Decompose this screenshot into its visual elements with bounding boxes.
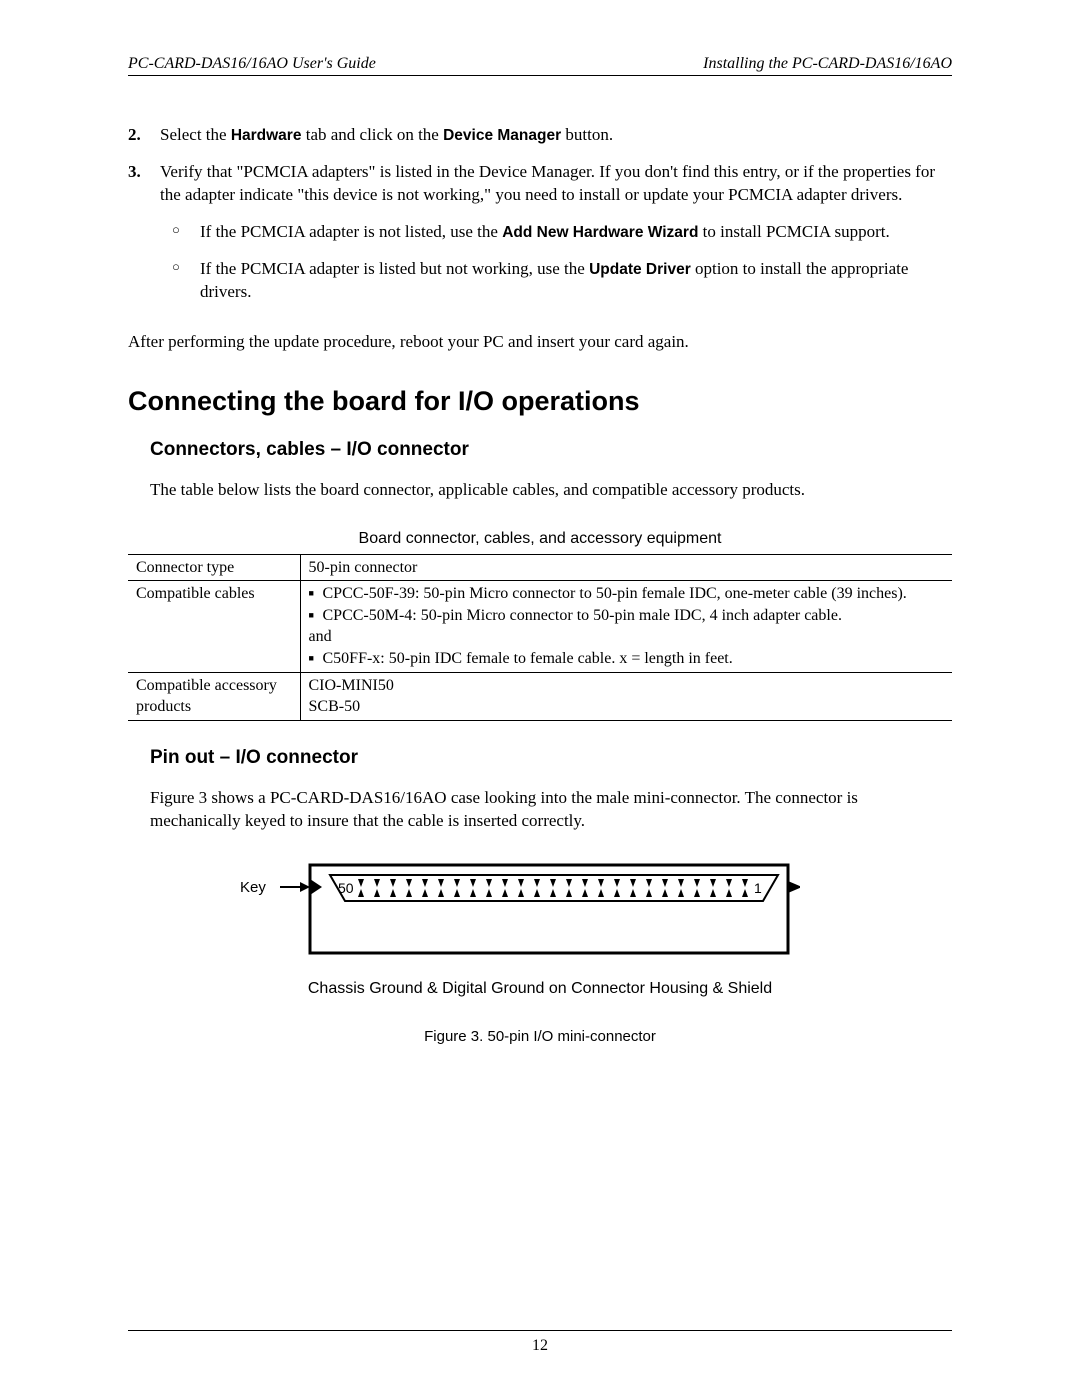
text: CPCC-50M-4: 50-pin Micro connector to 50… bbox=[323, 605, 842, 627]
text: CPCC-50F-39: 50-pin Micro connector to 5… bbox=[323, 583, 907, 605]
cell-connector-type-label: Connector type bbox=[128, 554, 300, 581]
table-row: Compatible accessory products CIO-MINI50… bbox=[128, 672, 952, 720]
pin-50-label: 50 bbox=[338, 880, 354, 896]
step-number: 2. bbox=[128, 124, 160, 147]
cell-accessory-value: CIO-MINI50 SCB-50 bbox=[300, 672, 952, 720]
connectors-intro: The table below lists the board connecto… bbox=[150, 479, 952, 502]
key-label: Key bbox=[240, 879, 266, 896]
text: tab and click on the bbox=[301, 125, 443, 144]
cable-and: and bbox=[309, 626, 945, 648]
square-bullet-icon: ■ bbox=[309, 605, 323, 627]
cable-item: ■C50FF-x: 50-pin IDC female to female ca… bbox=[309, 648, 945, 670]
bold-text: Update Driver bbox=[589, 261, 691, 278]
connector-svg: 50 1 bbox=[280, 861, 800, 961]
accessory-item: SCB-50 bbox=[309, 696, 945, 718]
table-caption: Board connector, cables, and accessory e… bbox=[128, 530, 952, 548]
text: button. bbox=[561, 125, 613, 144]
page-footer: 12 bbox=[128, 1330, 952, 1355]
header-right: Installing the PC-CARD-DAS16/16AO bbox=[703, 55, 952, 73]
sub-body: If the PCMCIA adapter is not listed, use… bbox=[200, 221, 890, 244]
bold-text: Hardware bbox=[231, 127, 302, 144]
square-bullet-icon: ■ bbox=[309, 583, 323, 605]
section-heading: Connecting the board for I/O operations bbox=[128, 386, 952, 417]
figure-caption: Figure 3. 50-pin I/O mini-connector bbox=[128, 1028, 952, 1045]
cell-compatible-cables-label: Compatible cables bbox=[128, 581, 300, 672]
step-3: 3. Verify that "PCMCIA adapters" is list… bbox=[128, 161, 952, 318]
table-row: Connector type 50-pin connector bbox=[128, 554, 952, 581]
after-steps-paragraph: After performing the update procedure, r… bbox=[128, 332, 952, 352]
cell-compatible-cables-value: ■CPCC-50F-39: 50-pin Micro connector to … bbox=[300, 581, 952, 672]
table-row: Compatible cables ■CPCC-50F-39: 50-pin M… bbox=[128, 581, 952, 672]
bold-text: Device Manager bbox=[443, 127, 561, 144]
step-2: 2. Select the Hardware tab and click on … bbox=[128, 124, 952, 147]
sub-list: ○ If the PCMCIA adapter is not listed, u… bbox=[160, 221, 952, 304]
cable-item: ■CPCC-50F-39: 50-pin Micro connector to … bbox=[309, 583, 945, 605]
page-number: 12 bbox=[532, 1337, 548, 1354]
sub-item: ○ If the PCMCIA adapter is not listed, u… bbox=[160, 221, 952, 244]
bullet-circle-icon: ○ bbox=[160, 221, 200, 244]
pin-1-label: 1 bbox=[754, 880, 762, 896]
step-body: Select the Hardware tab and click on the… bbox=[160, 124, 952, 147]
sub-body: If the PCMCIA adapter is listed but not … bbox=[200, 258, 952, 304]
header-left: PC-CARD-DAS16/16AO User's Guide bbox=[128, 55, 376, 73]
step-number: 3. bbox=[128, 161, 160, 318]
cable-item: ■CPCC-50M-4: 50-pin Micro connector to 5… bbox=[309, 605, 945, 627]
text: If the PCMCIA adapter is listed but not … bbox=[200, 259, 589, 278]
text: If the PCMCIA adapter is not listed, use… bbox=[200, 222, 502, 241]
text: to install PCMCIA support. bbox=[698, 222, 889, 241]
cell-accessory-label: Compatible accessory products bbox=[128, 672, 300, 720]
board-table: Connector type 50-pin connector Compatib… bbox=[128, 554, 952, 721]
bold-text: Add New Hardware Wizard bbox=[502, 224, 698, 241]
subsection-connectors: Connectors, cables – I/O connector bbox=[150, 439, 952, 461]
subsection-pinout: Pin out – I/O connector bbox=[150, 747, 952, 769]
text: C50FF-x: 50-pin IDC female to female cab… bbox=[323, 648, 733, 670]
step-body: Verify that "PCMCIA adapters" is listed … bbox=[160, 161, 952, 318]
cell-connector-type-value: 50-pin connector bbox=[300, 554, 952, 581]
accessory-item: CIO-MINI50 bbox=[309, 675, 945, 697]
figure-3: Key bbox=[128, 861, 952, 1045]
square-bullet-icon: ■ bbox=[309, 648, 323, 670]
text: Select the bbox=[160, 125, 231, 144]
connector-diagram: Key bbox=[280, 861, 800, 966]
pinout-intro: Figure 3 shows a PC-CARD-DAS16/16AO case… bbox=[150, 787, 952, 833]
page-header: PC-CARD-DAS16/16AO User's Guide Installi… bbox=[128, 55, 952, 76]
bullet-circle-icon: ○ bbox=[160, 258, 200, 304]
sub-item: ○ If the PCMCIA adapter is listed but no… bbox=[160, 258, 952, 304]
figure-subtext: Chassis Ground & Digital Ground on Conne… bbox=[128, 980, 952, 998]
text: Verify that "PCMCIA adapters" is listed … bbox=[160, 162, 935, 204]
